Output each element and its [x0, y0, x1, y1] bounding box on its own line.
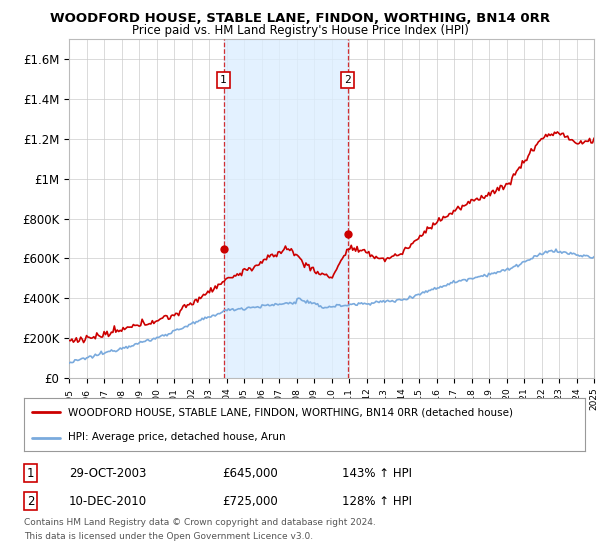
Text: 128% ↑ HPI: 128% ↑ HPI — [342, 494, 412, 508]
Text: £645,000: £645,000 — [222, 466, 278, 480]
Text: WOODFORD HOUSE, STABLE LANE, FINDON, WORTHING, BN14 0RR (detached house): WOODFORD HOUSE, STABLE LANE, FINDON, WOR… — [68, 408, 513, 418]
Text: HPI: Average price, detached house, Arun: HPI: Average price, detached house, Arun — [68, 432, 286, 442]
Text: 2: 2 — [344, 75, 352, 85]
Text: This data is licensed under the Open Government Licence v3.0.: This data is licensed under the Open Gov… — [24, 532, 313, 541]
Text: Price paid vs. HM Land Registry's House Price Index (HPI): Price paid vs. HM Land Registry's House … — [131, 24, 469, 36]
Text: 2: 2 — [27, 494, 35, 508]
Text: 143% ↑ HPI: 143% ↑ HPI — [342, 466, 412, 480]
Text: 29-OCT-2003: 29-OCT-2003 — [69, 466, 146, 480]
Text: WOODFORD HOUSE, STABLE LANE, FINDON, WORTHING, BN14 0RR: WOODFORD HOUSE, STABLE LANE, FINDON, WOR… — [50, 12, 550, 25]
Text: 10-DEC-2010: 10-DEC-2010 — [69, 494, 147, 508]
Text: £725,000: £725,000 — [222, 494, 278, 508]
Text: 1: 1 — [27, 466, 35, 480]
Text: Contains HM Land Registry data © Crown copyright and database right 2024.: Contains HM Land Registry data © Crown c… — [24, 519, 376, 528]
Text: 1: 1 — [220, 75, 227, 85]
Bar — [224, 39, 348, 378]
